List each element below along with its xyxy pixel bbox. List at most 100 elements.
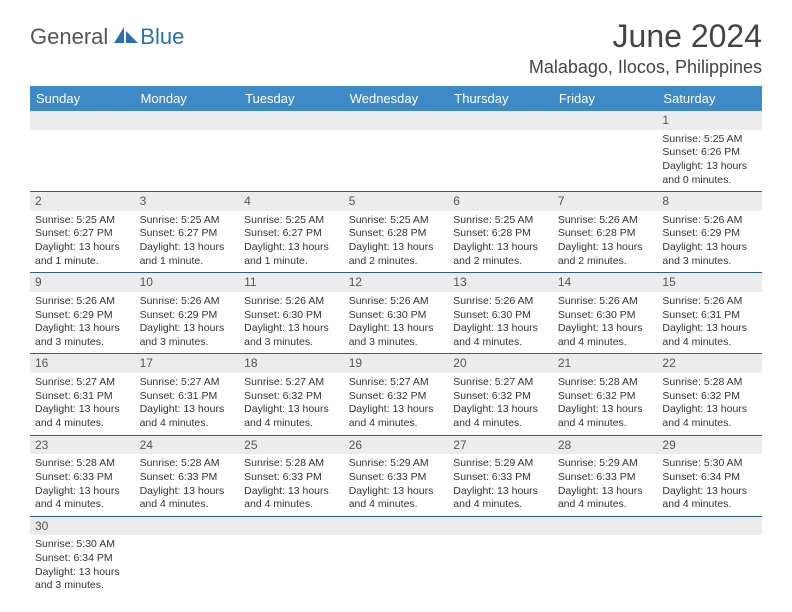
day-cell: Sunrise: 5:30 AMSunset: 6:34 PMDaylight:… (30, 535, 135, 597)
day-cell: Sunrise: 5:25 AMSunset: 6:28 PMDaylight:… (344, 211, 449, 273)
day-cell: Sunrise: 5:29 AMSunset: 6:33 PMDaylight:… (448, 454, 553, 516)
day-detail-line: Sunrise: 5:26 AM (35, 295, 130, 309)
day-cell: Sunrise: 5:29 AMSunset: 6:33 PMDaylight:… (553, 454, 658, 516)
day-cell (553, 130, 658, 192)
day-cell: Sunrise: 5:30 AMSunset: 6:34 PMDaylight:… (657, 454, 762, 516)
day-number (657, 517, 762, 536)
calendar-table: Sunday Monday Tuesday Wednesday Thursday… (30, 86, 762, 597)
day-number: 28 (553, 436, 658, 455)
day-cell: Sunrise: 5:26 AMSunset: 6:30 PMDaylight:… (448, 292, 553, 354)
logo-sail-icon (112, 25, 138, 50)
day-detail-line: Sunrise: 5:26 AM (453, 295, 548, 309)
day-detail-line: Sunrise: 5:30 AM (35, 538, 130, 552)
day-detail-line: and 3 minutes. (35, 336, 130, 350)
day-number (135, 111, 240, 130)
logo-text-general: General (30, 24, 108, 50)
day-detail-line: Sunrise: 5:25 AM (453, 214, 548, 228)
day-detail-line: Daylight: 13 hours (140, 322, 235, 336)
day-number: 4 (239, 192, 344, 211)
day-detail-line: Sunset: 6:29 PM (35, 309, 130, 323)
day-detail-line: Daylight: 13 hours (349, 403, 444, 417)
day-number: 21 (553, 354, 658, 373)
day-cell (30, 130, 135, 192)
day-detail-line: Daylight: 13 hours (35, 485, 130, 499)
day-detail-line: and 1 minute. (244, 255, 339, 269)
day-detail-line: Sunset: 6:30 PM (558, 309, 653, 323)
day-cell (239, 535, 344, 597)
day-cell: Sunrise: 5:27 AMSunset: 6:31 PMDaylight:… (30, 373, 135, 435)
day-detail-line: and 4 minutes. (35, 498, 130, 512)
day-detail-line: Daylight: 13 hours (453, 241, 548, 255)
day-number: 29 (657, 436, 762, 455)
day-detail-line: Sunrise: 5:27 AM (140, 376, 235, 390)
day-detail-line: Sunset: 6:26 PM (662, 146, 757, 160)
day-detail-line: Daylight: 13 hours (140, 485, 235, 499)
day-cell: Sunrise: 5:27 AMSunset: 6:32 PMDaylight:… (344, 373, 449, 435)
day-detail-line: Daylight: 13 hours (662, 403, 757, 417)
day-detail-line: and 4 minutes. (453, 417, 548, 431)
day-detail-line: and 3 minutes. (662, 255, 757, 269)
day-detail-line: and 3 minutes. (35, 579, 130, 593)
day-detail-line: Daylight: 13 hours (140, 403, 235, 417)
day-cell (657, 535, 762, 597)
day-cell (344, 130, 449, 192)
day-detail-line: Sunset: 6:34 PM (35, 552, 130, 566)
day-number: 9 (30, 273, 135, 292)
day-number: 13 (448, 273, 553, 292)
daynum-row: 1 (30, 111, 762, 130)
day-cell (448, 535, 553, 597)
day-detail-line: Sunset: 6:31 PM (662, 309, 757, 323)
weekday-header: Tuesday (239, 86, 344, 111)
day-detail-line: Daylight: 13 hours (35, 566, 130, 580)
week-row: Sunrise: 5:28 AMSunset: 6:33 PMDaylight:… (30, 454, 762, 517)
day-detail-line: Daylight: 13 hours (140, 241, 235, 255)
day-cell: Sunrise: 5:26 AMSunset: 6:31 PMDaylight:… (657, 292, 762, 354)
week-row: Sunrise: 5:25 AMSunset: 6:26 PMDaylight:… (30, 130, 762, 193)
day-detail-line: and 4 minutes. (558, 336, 653, 350)
day-cell: Sunrise: 5:28 AMSunset: 6:32 PMDaylight:… (657, 373, 762, 435)
day-detail-line: Sunrise: 5:26 AM (349, 295, 444, 309)
day-cell (239, 130, 344, 192)
weekday-header: Monday (135, 86, 240, 111)
day-number: 20 (448, 354, 553, 373)
day-detail-line: Sunset: 6:30 PM (453, 309, 548, 323)
day-number: 16 (30, 354, 135, 373)
day-cell: Sunrise: 5:26 AMSunset: 6:29 PMDaylight:… (30, 292, 135, 354)
day-detail-line: Sunrise: 5:25 AM (35, 214, 130, 228)
day-cell: Sunrise: 5:27 AMSunset: 6:32 PMDaylight:… (448, 373, 553, 435)
day-detail-line: Daylight: 13 hours (349, 241, 444, 255)
day-number (344, 517, 449, 536)
day-number: 26 (344, 436, 449, 455)
day-detail-line: and 2 minutes. (453, 255, 548, 269)
weekday-header: Thursday (448, 86, 553, 111)
day-cell: Sunrise: 5:25 AMSunset: 6:27 PMDaylight:… (239, 211, 344, 273)
day-number (448, 517, 553, 536)
day-number: 2 (30, 192, 135, 211)
day-detail-line: and 4 minutes. (35, 417, 130, 431)
day-detail-line: Sunrise: 5:27 AM (453, 376, 548, 390)
day-cell (448, 130, 553, 192)
weekday-header: Friday (553, 86, 658, 111)
day-cell: Sunrise: 5:28 AMSunset: 6:33 PMDaylight:… (135, 454, 240, 516)
day-cell: Sunrise: 5:28 AMSunset: 6:32 PMDaylight:… (553, 373, 658, 435)
day-cell: Sunrise: 5:25 AMSunset: 6:26 PMDaylight:… (657, 130, 762, 192)
day-detail-line: Daylight: 13 hours (244, 485, 339, 499)
day-detail-line: Sunset: 6:32 PM (453, 390, 548, 404)
day-detail-line: Daylight: 13 hours (453, 322, 548, 336)
day-number: 27 (448, 436, 553, 455)
daynum-row: 16171819202122 (30, 354, 762, 373)
day-detail-line: Daylight: 13 hours (35, 322, 130, 336)
day-number: 11 (239, 273, 344, 292)
day-detail-line: Sunrise: 5:28 AM (140, 457, 235, 471)
day-detail-line: and 4 minutes. (453, 336, 548, 350)
weekday-header: Wednesday (344, 86, 449, 111)
day-number (344, 111, 449, 130)
daynum-row: 30 (30, 517, 762, 536)
day-detail-line: Sunset: 6:32 PM (349, 390, 444, 404)
day-number: 14 (553, 273, 658, 292)
day-detail-line: Sunset: 6:27 PM (140, 227, 235, 241)
weekday-header: Sunday (30, 86, 135, 111)
day-detail-line: Sunset: 6:31 PM (35, 390, 130, 404)
day-cell: Sunrise: 5:26 AMSunset: 6:30 PMDaylight:… (239, 292, 344, 354)
day-detail-line: Sunset: 6:31 PM (140, 390, 235, 404)
